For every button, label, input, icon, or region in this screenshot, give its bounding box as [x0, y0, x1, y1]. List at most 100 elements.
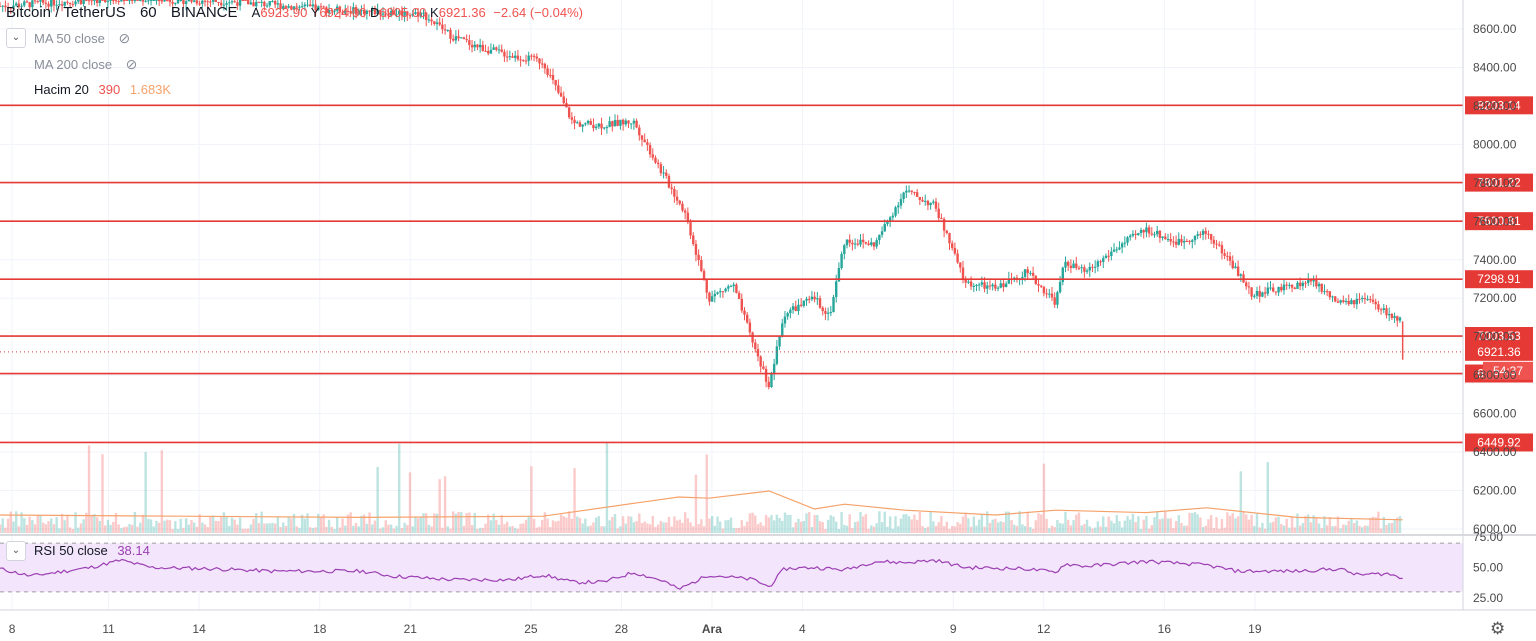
candle-body — [349, 11, 352, 14]
candle-body — [392, 10, 396, 15]
candle-body — [567, 107, 571, 118]
candle-body — [1209, 234, 1213, 240]
rsi-tick-label: 50.00 — [1473, 561, 1503, 575]
volume-bar — [379, 528, 382, 533]
volume-bar — [20, 512, 23, 533]
time-tick-label: 11 — [102, 622, 115, 636]
volume-bar — [241, 528, 244, 533]
price-tick-label: 8600.00 — [1473, 22, 1517, 36]
volume-bar — [349, 512, 352, 533]
candle-body — [117, 1, 120, 3]
candle-body — [1290, 284, 1294, 288]
volume-bar — [252, 518, 255, 533]
candle-body — [211, 0, 215, 2]
candle-body — [55, 4, 58, 6]
rsi-line — [0, 558, 1403, 590]
candle-body — [63, 1, 66, 6]
volume-bar — [1058, 523, 1062, 533]
collapse-legend-button[interactable]: ⌄ — [6, 28, 26, 48]
candle-body — [298, 6, 301, 8]
candle-body — [961, 267, 965, 279]
volume-bar — [999, 521, 1002, 533]
candle-body — [1061, 267, 1064, 282]
volume-bar — [1166, 518, 1170, 533]
last-price-badge — [1465, 342, 1533, 361]
candle-body — [87, 0, 91, 2]
candle-body — [799, 304, 803, 306]
candle-body — [449, 29, 452, 39]
volume-bar — [905, 514, 908, 533]
candle-body — [514, 55, 517, 58]
volume-bar — [1102, 516, 1105, 533]
candle-body — [686, 212, 690, 223]
candle-body — [559, 92, 563, 97]
volume-bar — [1253, 526, 1256, 533]
volume-bar — [1120, 527, 1124, 533]
candle-body — [1150, 233, 1154, 235]
candle-body — [1385, 308, 1388, 316]
candle-body — [1088, 266, 1091, 271]
candle-body — [484, 50, 487, 52]
volume-bar — [435, 513, 439, 533]
candle-body — [708, 292, 711, 302]
volume-bar — [508, 526, 512, 533]
volume-bar — [1193, 512, 1197, 533]
volume-bar — [1387, 523, 1391, 533]
volume-bar — [1115, 515, 1118, 533]
ohlc-values: A6923.90 Y6924.00 D6905.00 K6921.36 −2.6… — [251, 5, 583, 20]
hidden-eye-icon[interactable]: ⊘ — [118, 30, 131, 46]
candle-body — [257, 1, 261, 3]
legend-ma200[interactable]: MA 200 close ⊘ — [34, 56, 138, 72]
candle-body — [446, 29, 449, 31]
candle-body — [996, 287, 1000, 289]
volume-bar — [675, 520, 679, 533]
volume-bar — [670, 526, 673, 533]
legend-ma50[interactable]: MA 50 close ⊘ — [34, 30, 131, 46]
volume-bar — [864, 514, 868, 533]
price-axis[interactable]: 8203.147801.227600.817298.917003.536808.… — [1462, 0, 1533, 610]
rsi-legend[interactable]: RSI 50 close 38.14 — [34, 543, 150, 558]
hidden-eye-icon[interactable]: ⊘ — [125, 56, 138, 72]
interval[interactable]: 60 — [139, 4, 157, 21]
volume-bar — [586, 526, 590, 533]
legend-volume[interactable]: Hacim 20 390 1.683K — [34, 82, 172, 97]
volume-bar — [33, 524, 37, 533]
candle-body — [921, 199, 924, 202]
candle-body — [611, 121, 614, 127]
candle-body — [603, 127, 606, 129]
candle-body — [770, 373, 773, 388]
candle-body — [1123, 242, 1127, 244]
volume-bar — [454, 513, 458, 533]
volume-bar — [654, 526, 657, 533]
candle-body — [1007, 278, 1011, 284]
candle-body — [891, 215, 895, 218]
volume-bar — [886, 526, 889, 533]
level-price-badge — [1465, 173, 1533, 192]
volume-bar — [52, 524, 56, 533]
volume-bar — [832, 516, 835, 533]
volume-bar — [87, 445, 91, 533]
volume-bar — [279, 526, 282, 533]
collapse-rsi-button[interactable]: ⌄ — [6, 541, 26, 561]
candle-body — [443, 29, 447, 31]
candle-body — [940, 218, 943, 220]
candle-body — [702, 270, 706, 280]
volume-bar — [1131, 513, 1135, 533]
symbol-name[interactable]: Bitcoin / TetherUS — [6, 4, 126, 21]
volume-bar — [708, 518, 711, 533]
candle-body — [562, 96, 565, 104]
volume-bar — [932, 521, 935, 533]
volume-bar — [184, 518, 188, 533]
horizontal-levels[interactable] — [0, 104, 1463, 444]
candle-body — [201, 0, 204, 4]
candle-body — [1277, 286, 1280, 293]
candle-body — [166, 0, 169, 1]
candle-body — [147, 0, 150, 2]
candle-body — [551, 74, 555, 80]
candle-body — [1174, 241, 1178, 245]
settings-gear-icon[interactable]: ⚙ — [1490, 619, 1506, 638]
time-tick-label: 28 — [615, 622, 629, 636]
time-axis[interactable]: 8 11 14 18 21 25 28 Ara 4 9 12 16 19 — [0, 609, 1536, 636]
countdown-label: 54:37 — [1493, 364, 1523, 378]
